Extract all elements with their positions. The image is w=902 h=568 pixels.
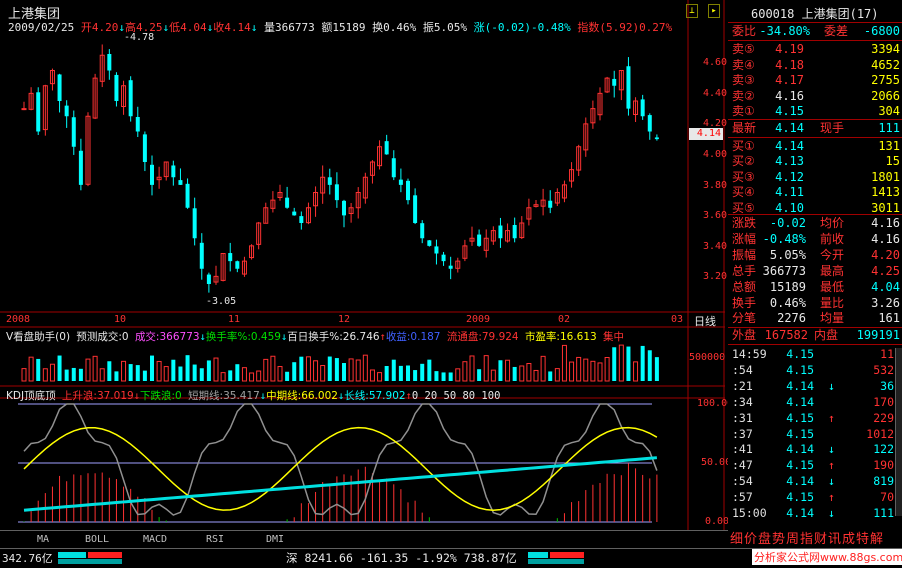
buy-order-row: 买⑤ 4.10 3011 [732, 200, 900, 215]
latest-row: 最新 4.14 现手 111 [732, 121, 900, 135]
date-tick: 03 [671, 314, 684, 325]
tab-ma[interactable]: MA [36, 534, 50, 545]
candlesticks [21, 44, 659, 293]
stock-title: 上港集团 [8, 7, 61, 22]
tick-row: 15:00 4.14 ↓ 111 [732, 506, 894, 520]
quote-title: 600018 上港集团(17) [751, 7, 879, 21]
tick-row: :21 4.14 ↓ 36 [732, 378, 894, 393]
stat-row: 振幅 5.05% 今开 4.20 [732, 247, 900, 262]
sell-order-row: 卖⑤ 4.19 3394 [732, 42, 900, 56]
header-amount: 15189 [332, 21, 366, 34]
tick-row: :54 4.14 ↓ 819 [732, 474, 894, 489]
date-tick: 10 [114, 314, 127, 325]
status-left-bar [58, 552, 122, 564]
header-close: 4.14 [224, 21, 251, 34]
expand-icon[interactable]: ▸ [708, 4, 720, 18]
kdj-axis-tick: 0.00 [705, 516, 730, 527]
tick-row: :57 4.15 ↑ 70 [732, 490, 894, 505]
pin-icon[interactable]: ⊥ [686, 4, 698, 18]
header-volume: 366773 [274, 21, 315, 34]
site-watermark: 分析家公式网www.88gs.com [752, 549, 902, 565]
outer-inner-row: 外盘 167582 内盘 199191 [732, 328, 900, 342]
tick-scrollbar[interactable] [895, 348, 902, 516]
kdj-header: KDJ顶底顶 上升浪:37.019↓下跌浪:0 短期线:35.417↓中期线:6… [6, 390, 501, 402]
low-annotation: -3.05 [206, 296, 237, 307]
tab-macd[interactable]: MACD [142, 534, 168, 545]
status-index[interactable]: 深 8241.66 -161.35 -1.92% 738.87亿 [286, 551, 517, 565]
status-bar [0, 548, 902, 568]
buy-order-row: 买② 4.13 15 [732, 154, 900, 169]
kdj-axis-tick: 100.00 [697, 398, 734, 409]
volume-axis-tick: 500000 [689, 352, 726, 363]
header-index: (5.92)0.27% [599, 21, 673, 34]
tick-row: :41 4.14 ↓ 122 [732, 442, 894, 457]
price-tick: 3.20 [703, 271, 728, 282]
tick-row: :34 4.14 170 [732, 394, 894, 409]
stat-row: 涨跌 -0.02 均价 4.16 [732, 216, 900, 230]
buy-order-row: 买③ 4.12 1801 [732, 169, 900, 184]
price-tick: 4.60 [703, 57, 728, 68]
indicator-tab-bar [0, 530, 728, 549]
period-label[interactable]: 日线 [694, 315, 716, 328]
status-index-bar [528, 552, 584, 564]
stat-row: 总额 15189 最低 4.04 [732, 279, 900, 294]
price-tick: 4.20 [703, 118, 728, 129]
sell-order-row: 卖② 4.16 2066 [732, 88, 900, 103]
kdj-axis-tick: 50.00 [701, 457, 732, 468]
stat-row: 涨幅 -0.48% 前收 4.16 [732, 231, 900, 246]
price-tick: 3.40 [703, 241, 728, 252]
status-left-amount: 342.76亿 [2, 552, 53, 565]
stat-row: 分笔 2276 均量 161 [732, 311, 900, 326]
current-price-tag: 4.14 [689, 128, 723, 140]
buy-order-row: 买④ 4.11 1413 [732, 185, 900, 200]
volume-header: V看盘助手(0) 预测成交:0 成交:366773↓换手率%:0.459↓百日换… [6, 331, 625, 343]
kline-chart[interactable] [0, 0, 725, 530]
quote-bottom-tabs[interactable]: 细价盘势周指财讯成特解 [730, 532, 885, 547]
header-low: 4.04 [180, 21, 207, 34]
date-tick: 02 [558, 314, 571, 325]
stat-row: 总手 366773 最高 4.25 [732, 263, 900, 278]
header-amplitude: 5.05% [433, 21, 467, 34]
tab-dmi[interactable]: DMI [265, 534, 285, 545]
header-turnover: 0.46% [383, 21, 417, 34]
tab-rsi[interactable]: RSI [205, 534, 225, 545]
header-change: (-0.02)-0.48% [484, 21, 571, 34]
tick-row: 14:59 4.15 11 [732, 347, 894, 361]
tick-row: :37 4.15 1012 [732, 426, 894, 441]
date-tick: 2009 [466, 314, 491, 325]
high-annotation: -4.78 [124, 32, 155, 43]
date-tick: 12 [338, 314, 351, 325]
weibi-row: 委比 -34.80% 委差 -6800 [732, 24, 900, 38]
date-tick: 2008 [6, 314, 31, 325]
tick-row: :54 4.15 532 [732, 362, 894, 377]
price-tick: 4.40 [703, 88, 728, 99]
price-tick: 3.60 [703, 210, 728, 221]
volume-bars [21, 344, 659, 382]
date-tick: 11 [228, 314, 241, 325]
header-date: 2009/02/25 [8, 21, 75, 34]
tab-boll[interactable]: BOLL [84, 534, 110, 545]
sell-order-row: 卖③ 4.17 2755 [732, 73, 900, 88]
kdj-indicator [23, 403, 658, 522]
ohlc-header: 2009/02/25 开4.20↓高4.25↓低4.04↓收4.14↓ 量366… [8, 21, 673, 34]
quote-panel [728, 0, 902, 548]
header-open: 4.20 [91, 21, 119, 34]
tick-row: :31 4.15 ↑ 229 [732, 410, 894, 425]
header-high: 4.25 [135, 21, 163, 34]
sell-order-row: 卖④ 4.18 4652 [732, 57, 900, 72]
price-tick: 3.80 [703, 180, 728, 191]
sell-order-row: 卖① 4.15 304 [732, 104, 900, 119]
buy-order-row: 买① 4.14 131 [732, 139, 900, 153]
price-tick: 4.00 [703, 149, 728, 160]
stat-row: 换手 0.46% 量比 3.26 [732, 295, 900, 310]
tick-row: :47 4.15 ↑ 190 [732, 458, 894, 473]
